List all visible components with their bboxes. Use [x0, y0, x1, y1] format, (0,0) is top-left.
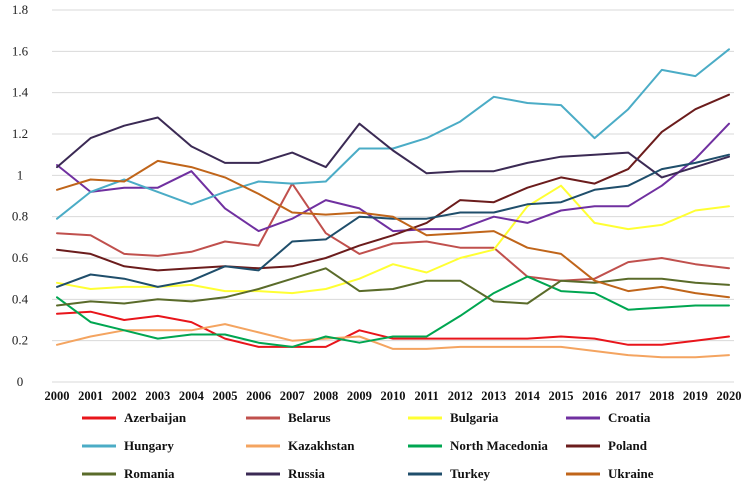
legend-label-bulgaria: Bulgaria [450, 410, 499, 425]
series-line-belarus [56, 182, 730, 282]
legend-label-turkey: Turkey [450, 466, 490, 481]
y-axis-ticks: 0 0.2 0.4 0.6 0.8 1 1.2 1.4 1.6 1.8 [12, 2, 29, 389]
y-tick-label: 1.4 [12, 85, 29, 100]
legend-label-croatia: Croatia [608, 410, 651, 425]
y-tick-label: 0.6 [12, 250, 29, 265]
legend-label-ukraine: Ukraine [608, 466, 654, 481]
series-line-hungary [56, 48, 730, 220]
legend: Azerbaijan Belarus Bulgaria Croatia Hungary K… [82, 410, 654, 481]
y-tick-label: 1 [17, 167, 24, 182]
x-tick-label: 2013 [481, 389, 506, 403]
x-axis-ticks: 2000 2001 2002 2003 2004 2005 2006 2007 2008 2009… [45, 389, 742, 403]
y-tick-label: 0.2 [12, 333, 28, 348]
x-tick-label: 2010 [381, 389, 406, 403]
legend-label-azerbaijan: Azerbaijan [124, 410, 187, 425]
x-tick-label: 2009 [347, 389, 372, 403]
y-tick-label: 1.2 [12, 126, 28, 141]
x-tick-label: 2017 [616, 389, 641, 403]
x-tick-label: 2018 [649, 389, 674, 403]
x-tick-label: 2003 [145, 389, 170, 403]
x-tick-label: 2007 [280, 389, 305, 403]
series-line-north-macedonia [56, 275, 730, 348]
legend-label-poland: Poland [608, 438, 648, 453]
x-tick-label: 2004 [179, 389, 205, 403]
series-line-romania [56, 267, 730, 307]
legend-label-north-macedonia: North Macedonia [450, 438, 548, 453]
x-tick-label: 2019 [683, 389, 708, 403]
series-line-bulgaria [56, 184, 730, 295]
y-tick-label: 0.4 [12, 291, 29, 306]
x-tick-label: 2002 [112, 389, 137, 403]
legend-label-russia: Russia [288, 466, 325, 481]
series-line-kazakhstan [56, 323, 730, 359]
x-tick-label: 2014 [515, 389, 541, 403]
x-tick-label: 2000 [45, 389, 70, 403]
series-line-poland [56, 93, 730, 272]
x-tick-label: 2005 [213, 389, 238, 403]
y-tick-label: 1.6 [12, 43, 29, 58]
x-tick-label: 2008 [313, 389, 338, 403]
series-lines [56, 48, 730, 359]
legend-label-kazakhstan: Kazakhstan [288, 438, 355, 453]
series-line-azerbaijan [56, 310, 730, 348]
gridlines [52, 9, 734, 383]
x-tick-label: 2006 [246, 389, 271, 403]
x-tick-label: 2016 [582, 389, 607, 403]
y-tick-label: 0.8 [12, 209, 28, 224]
series-line-turkey [56, 153, 730, 288]
series-line-russia [56, 116, 730, 179]
legend-label-romania: Romania [124, 466, 175, 481]
x-tick-label: 2011 [414, 389, 438, 403]
legend-label-hungary: Hungary [124, 438, 174, 453]
x-tick-label: 2015 [549, 389, 574, 403]
series-line-croatia [56, 122, 730, 233]
y-tick-label: 1.8 [12, 2, 28, 17]
x-tick-label: 2012 [448, 389, 473, 403]
y-tick-label: 0 [17, 374, 24, 389]
x-tick-label: 2001 [78, 389, 103, 403]
legend-label-belarus: Belarus [288, 410, 331, 425]
series-line-ukraine [56, 159, 730, 299]
x-tick-label: 2020 [717, 389, 742, 403]
